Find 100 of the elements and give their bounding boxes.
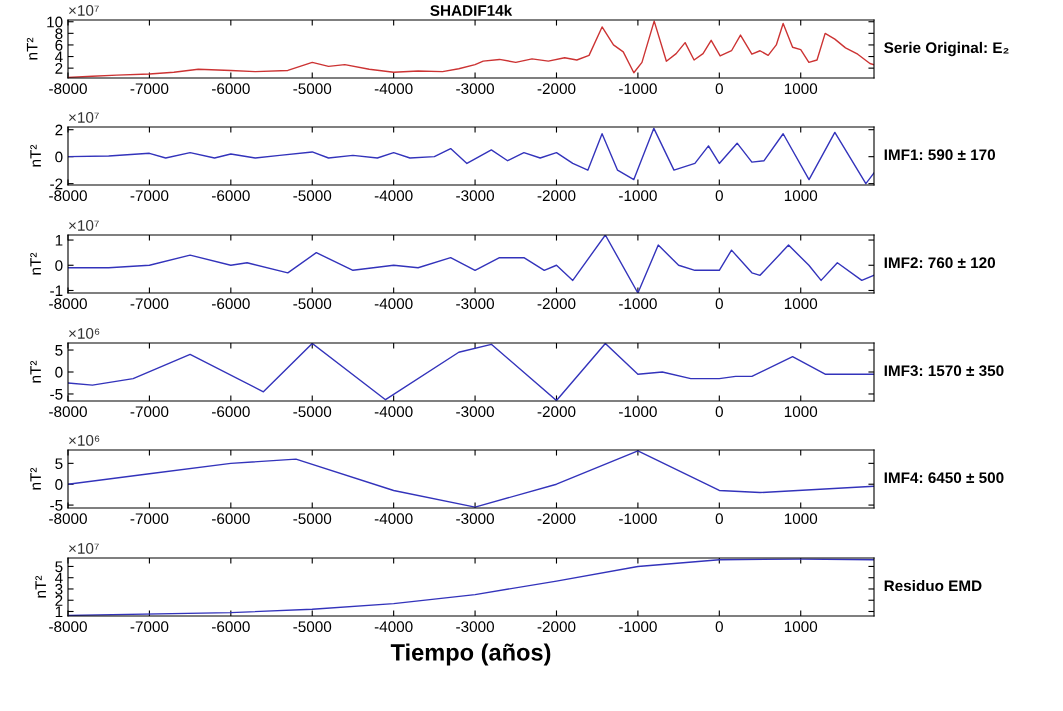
x-tick-label: -5000	[293, 406, 332, 418]
x-tick-label: -8000	[49, 621, 87, 633]
x-tick-label: -4000	[374, 406, 413, 418]
y-tick-label: 5	[55, 561, 63, 573]
x-tick-label: -6000	[211, 83, 250, 95]
y-tick-label: 10	[47, 16, 63, 28]
x-tick-label: -7000	[130, 406, 169, 418]
x-tick-label: -3000	[456, 83, 495, 95]
x-tick-label: -8000	[49, 513, 87, 525]
x-tick-label: 1000	[784, 298, 818, 310]
line-series	[68, 235, 874, 293]
x-tick-label: -8000	[49, 298, 87, 310]
x-tick-label: -8000	[49, 190, 87, 202]
y-axis-title: nT²	[30, 144, 41, 167]
series-label: Serie Original: E₂	[884, 41, 1009, 57]
x-tick-label: -8000	[49, 406, 87, 418]
y-tick-label: 5	[55, 458, 63, 470]
y-axis-title: nT²	[30, 467, 41, 490]
y-tick-label: -5	[50, 388, 63, 400]
x-tick-label: 0	[715, 83, 723, 95]
y-tick-label: 1	[55, 606, 63, 618]
x-tick-label: -7000	[130, 298, 169, 310]
x-tick-label: 1000	[784, 621, 818, 633]
x-tick-label: -1000	[619, 298, 657, 310]
x-tick-label: -1000	[619, 621, 657, 633]
y-tick-label: 2	[55, 595, 63, 606]
x-tick-label: -4000	[374, 621, 413, 633]
x-tick-label: -7000	[130, 621, 169, 633]
x-tick-label: -4000	[374, 298, 413, 310]
series-label: IMF1: 590 ± 170	[884, 149, 996, 161]
y-tick-label: -5	[50, 500, 63, 511]
x-tick-label: -5000	[293, 298, 332, 310]
x-tick-label: -4000	[374, 83, 413, 95]
series-label: Residuo EMD	[884, 579, 982, 592]
x-tick-label: -3000	[456, 298, 495, 310]
x-tick-label: 0	[715, 190, 723, 202]
x-tick-label: -6000	[211, 298, 250, 310]
text: ×10⁷	[69, 220, 99, 231]
text: ×10⁷	[69, 112, 99, 123]
x-tick-label: -5000	[293, 83, 332, 95]
y-tick-label: 4	[54, 572, 63, 584]
x-tick-label: 1000	[784, 513, 818, 525]
y-tick-label: 2	[55, 63, 63, 74]
text: ×10⁷	[69, 543, 99, 554]
x-tick-label: 1000	[784, 83, 818, 95]
y-tick-label: 0	[55, 479, 63, 490]
x-tick-label: 0	[715, 513, 723, 525]
x-tick-label: -2000	[537, 513, 576, 525]
y-tick-label: 6	[55, 39, 63, 51]
series-label: IMF3: 1570 ± 350	[884, 365, 1004, 377]
x-tick-label: -5000	[293, 513, 332, 525]
x-tick-label: -3000	[456, 406, 495, 418]
x-tick-label: -4000	[374, 513, 413, 525]
y-axis-title: nT²	[26, 37, 38, 60]
x-tick-label: -8000	[49, 83, 87, 95]
x-tick-label: -5000	[293, 621, 332, 633]
y-tick-label: -2	[50, 178, 63, 190]
x-tick-label: 1000	[784, 406, 818, 418]
x-tick-label: -1000	[619, 190, 657, 202]
x-tick-label: 1000	[784, 190, 818, 202]
x-tick-label: -2000	[537, 298, 576, 310]
text: ×10⁶	[69, 328, 100, 339]
x-tick-label: -7000	[130, 513, 169, 525]
y-tick-label: 0	[55, 366, 63, 378]
x-tick-label: -6000	[211, 190, 250, 202]
series-label: IMF2: 760 ± 120	[884, 257, 996, 269]
line-series	[68, 127, 874, 185]
y-axis-title: nT²	[35, 575, 46, 598]
x-tick-label: -6000	[211, 406, 250, 418]
x-tick-label: 0	[715, 621, 723, 633]
x-tick-label: -1000	[619, 83, 657, 95]
text: ×10⁶	[69, 435, 100, 446]
x-tick-label: -3000	[456, 621, 495, 633]
x-tick-label: -5000	[293, 190, 332, 202]
y-tick-label: 2	[55, 124, 63, 136]
x-tick-label: -1000	[619, 406, 657, 418]
y-axis-title: nT²	[30, 252, 41, 275]
text: ×10⁷	[69, 5, 99, 16]
x-tick-label: -7000	[130, 190, 169, 202]
y-tick-label: 5	[55, 345, 63, 356]
x-tick-label: -6000	[211, 621, 250, 633]
y-tick-label: 0	[55, 151, 63, 163]
x-tick-label: -4000	[374, 190, 413, 202]
x-tick-label: 0	[715, 298, 723, 310]
line-series	[68, 450, 874, 508]
y-tick-label: 3	[55, 583, 63, 595]
line-series	[68, 343, 874, 401]
y-axis-title: nT²	[30, 360, 41, 383]
x-tick-label: -2000	[537, 190, 576, 202]
y-tick-label: 8	[55, 28, 63, 40]
x-tick-label: 0	[715, 406, 723, 418]
y-tick-label: 0	[55, 260, 63, 271]
y-tick-label: 1	[55, 235, 63, 246]
x-tick-label: -6000	[211, 513, 250, 525]
y-tick-label: -1	[50, 285, 63, 297]
y-tick-label: 4	[54, 51, 63, 63]
x-tick-label: -2000	[537, 406, 576, 418]
x-tick-label: -1000	[619, 513, 657, 525]
chart-title: SHADIF14k	[430, 4, 513, 16]
x-axis-title: Tiempo (años)	[390, 643, 551, 666]
